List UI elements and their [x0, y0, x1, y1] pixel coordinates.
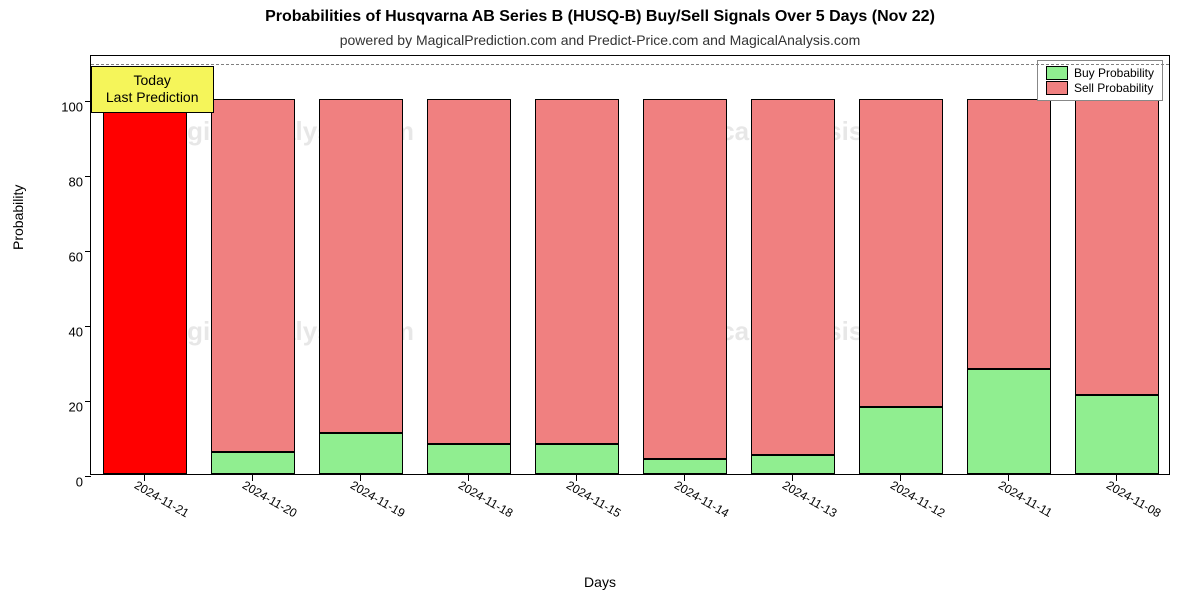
- legend-label: Buy Probability: [1074, 66, 1154, 80]
- y-tick-mark: [85, 476, 91, 477]
- bar-group: [643, 56, 727, 474]
- sell-bar: [211, 99, 295, 452]
- legend-label: Sell Probability: [1074, 81, 1153, 95]
- x-tick-label: 2024-11-13: [780, 478, 839, 520]
- annotation-line1: Today: [106, 72, 199, 90]
- y-tick-mark: [85, 176, 91, 177]
- buy-bar: [859, 407, 943, 475]
- bar-group: [427, 56, 511, 474]
- legend-item: Buy Probability: [1046, 66, 1154, 80]
- buy-bar: [1075, 395, 1159, 474]
- legend: Buy ProbabilitySell Probability: [1037, 60, 1163, 101]
- x-tick-label: 2024-11-21: [132, 478, 191, 520]
- gridline: [91, 64, 1169, 65]
- bar-group: [751, 56, 835, 474]
- today-annotation: Today Last Prediction: [91, 66, 214, 113]
- bars-wrapper: [91, 56, 1169, 474]
- buy-bar: [643, 459, 727, 474]
- y-tick-mark: [85, 326, 91, 327]
- x-tick-label: 2024-11-11: [996, 478, 1055, 520]
- sell-bar: [427, 99, 511, 444]
- y-tick-mark: [85, 251, 91, 252]
- chart-title: Probabilities of Husqvarna AB Series B (…: [0, 8, 1200, 26]
- plot-area: MagicalAnalysis.com MagicalAnalysis.com …: [90, 55, 1170, 475]
- sell-bar: [751, 99, 835, 455]
- bar-group: [211, 56, 295, 474]
- chart-subtitle: powered by MagicalPrediction.com and Pre…: [0, 32, 1200, 48]
- buy-bar: [535, 444, 619, 474]
- x-axis-label: Days: [0, 574, 1200, 590]
- bar-group: [859, 56, 943, 474]
- sell-bar: [967, 99, 1051, 369]
- buy-bar: [319, 433, 403, 474]
- sell-bar: [535, 99, 619, 444]
- bar-group: [967, 56, 1051, 474]
- y-tick-mark: [85, 401, 91, 402]
- today-bar: [103, 99, 187, 474]
- legend-swatch: [1046, 81, 1068, 95]
- y-axis-label: Probability: [10, 185, 26, 250]
- bar-group: [535, 56, 619, 474]
- sell-bar: [319, 99, 403, 433]
- legend-item: Sell Probability: [1046, 81, 1154, 95]
- sell-bar: [859, 99, 943, 407]
- chart-container: Probabilities of Husqvarna AB Series B (…: [0, 0, 1200, 600]
- x-tick-label: 2024-11-20: [240, 478, 299, 520]
- legend-swatch: [1046, 66, 1068, 80]
- buy-bar: [427, 444, 511, 474]
- x-tick-label: 2024-11-08: [1104, 478, 1163, 520]
- bar-group: [1075, 56, 1159, 474]
- x-tick-label: 2024-11-12: [888, 478, 947, 520]
- x-tick-label: 2024-11-15: [564, 478, 623, 520]
- bar-group: [103, 56, 187, 474]
- annotation-line2: Last Prediction: [106, 89, 199, 107]
- bar-group: [319, 56, 403, 474]
- x-tick-label: 2024-11-14: [672, 478, 731, 520]
- y-tick-mark: [85, 101, 91, 102]
- buy-bar: [967, 369, 1051, 474]
- buy-bar: [211, 452, 295, 475]
- sell-bar: [643, 99, 727, 459]
- x-tick-label: 2024-11-18: [456, 478, 515, 520]
- buy-bar: [751, 455, 835, 474]
- sell-bar: [1075, 99, 1159, 395]
- x-tick-label: 2024-11-19: [348, 478, 407, 520]
